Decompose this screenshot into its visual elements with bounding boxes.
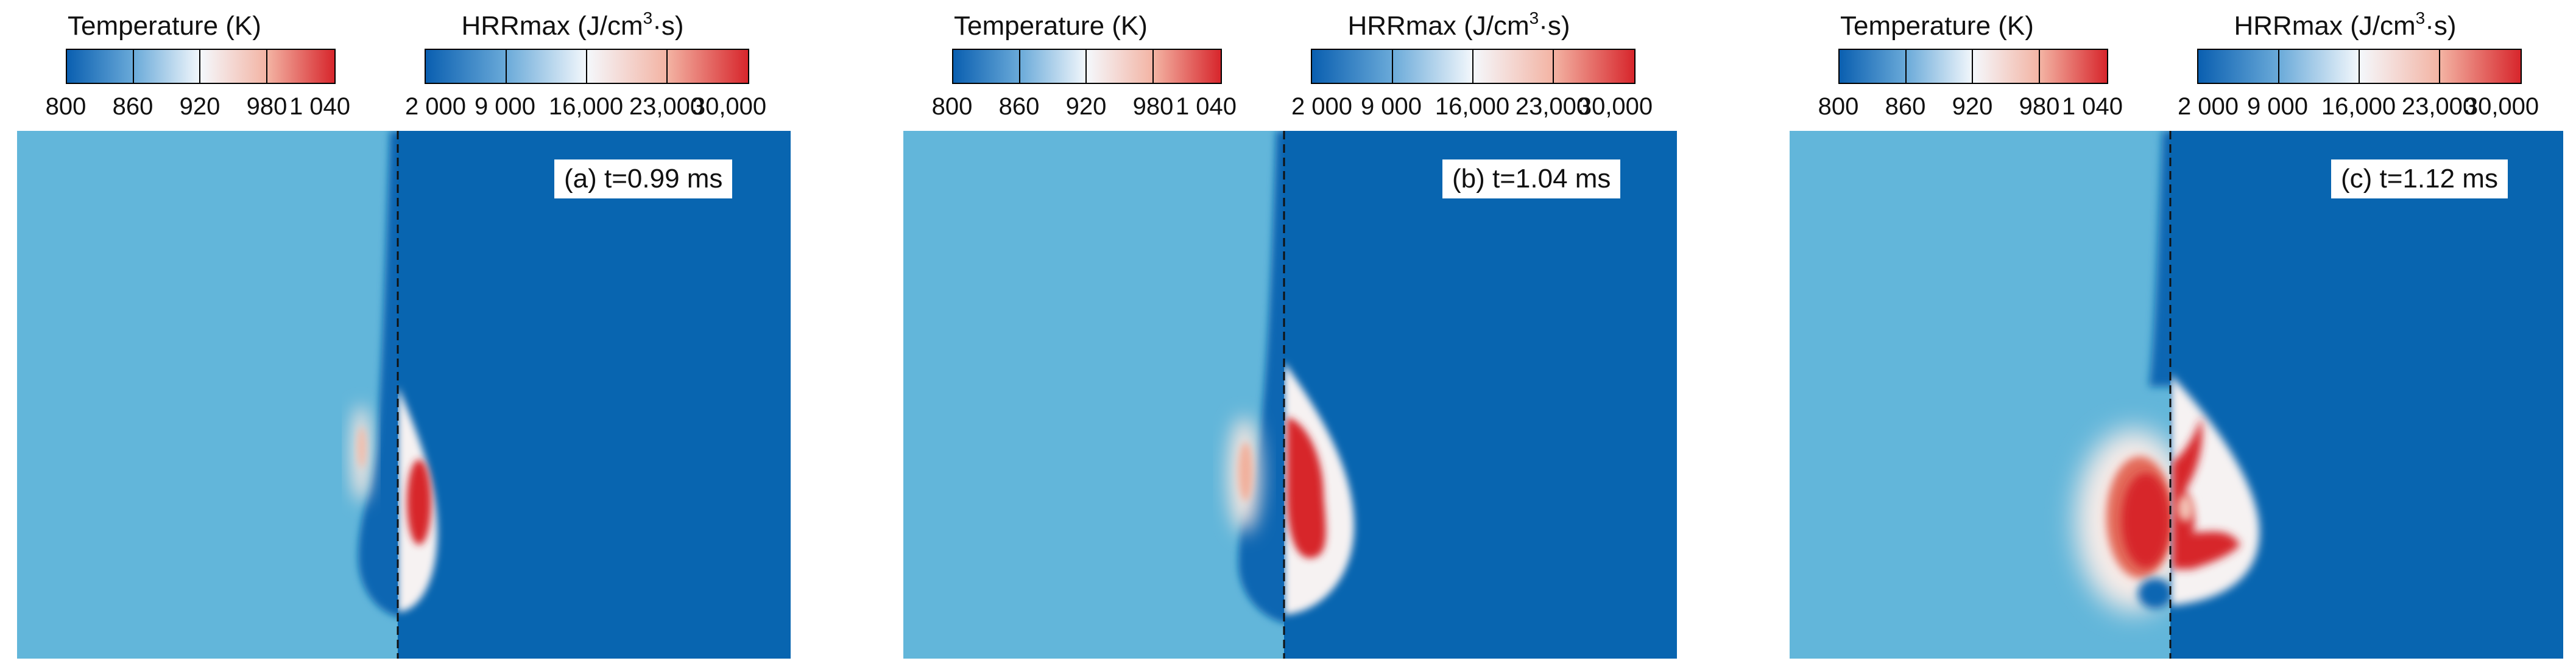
temperature-tick: 920 [179,93,221,120]
temperature-tick: 860 [1885,93,1926,120]
temperature-tick: 920 [1065,93,1107,120]
panel-c: Temperature (K) 800 860 920 980 1 040 HR… [1773,0,2576,672]
temperature-tick: 800 [45,93,86,120]
hrr-tick: 9 000 [2246,93,2309,120]
temperature-colorbar-title: Temperature (K) [954,11,1148,41]
time-label: (c) t=1.12 ms [2331,159,2508,198]
temperature-tick: 980 [1132,93,1174,120]
hrr-tick: 9 000 [1360,93,1422,120]
hrr-tick: 16,000 [548,93,624,120]
hrr-colorbar-title: HRRmax (J/cm3·s) [2234,9,2457,41]
panel-b: Temperature (K) 800 860 920 980 1 040 HR… [886,0,1709,672]
temperature-tick: 860 [998,93,1040,120]
temperature-tick: 1 040 [289,93,351,120]
hrr-tick: 30,000 [2464,93,2539,120]
time-label: (a) t=0.99 ms [554,159,733,198]
hrr-field-background [398,131,791,659]
temperature-colorbar-title: Temperature (K) [1840,11,2034,41]
hrr-colorbar-title: HRRmax (J/cm3·s) [461,9,684,41]
hrr-tick: 30,000 [1578,93,1653,120]
simulation-field [903,131,1677,659]
temperature-field-background [903,131,1284,659]
temperature-field-background [17,131,398,659]
hrr-tick: 30,000 [691,93,767,120]
hrr-field-background [1284,131,1677,659]
temperature-colorbar-title: Temperature (K) [68,11,261,41]
temperature-tick: 980 [2019,93,2060,120]
hrr-flame [2170,374,2260,606]
temperature-tick: 860 [112,93,154,120]
temperature-colorbar [1838,49,2108,84]
temperature-plume [1229,131,1284,623]
time-label: (b) t=1.04 ms [1442,159,1621,198]
temperature-tick: 800 [1818,93,1859,120]
panel-a: Temperature (K) 800 860 920 980 1 040 HR… [0,0,822,672]
hrr-flame [398,387,437,612]
field-plot [903,131,1677,659]
temperature-tick: 1 040 [2061,93,2123,120]
simulation-field [17,131,791,659]
field-plot [17,131,791,659]
hrr-tick: 2 000 [2177,93,2239,120]
hrr-colorbar [1311,49,1636,84]
temperature-plume [351,131,398,617]
simulation-field [1790,131,2563,659]
hrr-tick: 16,000 [1434,93,1510,120]
hrr-colorbar [425,49,749,84]
temperature-tick: 800 [931,93,973,120]
hrr-flame [1284,362,1354,615]
hrr-tick: 23,000 [1515,93,1590,120]
field-plot [1790,131,2563,659]
temperature-tick: 1 040 [1175,93,1237,120]
temperature-colorbar [66,49,336,84]
hrr-tick: 2 000 [404,93,467,120]
hrr-tick: 9 000 [474,93,536,120]
hrr-tick: 16,000 [2321,93,2396,120]
temperature-tick: 920 [1952,93,1993,120]
hrr-colorbar-title: HRRmax (J/cm3·s) [1347,9,1570,41]
hrr-tick: 23,000 [629,93,704,120]
temperature-colorbar [952,49,1222,84]
hrr-tick: 23,000 [2401,93,2477,120]
temperature-tick: 980 [246,93,288,120]
hrr-tick: 2 000 [1291,93,1353,120]
temperature-plume [2076,131,2170,612]
hrr-colorbar [2197,49,2522,84]
